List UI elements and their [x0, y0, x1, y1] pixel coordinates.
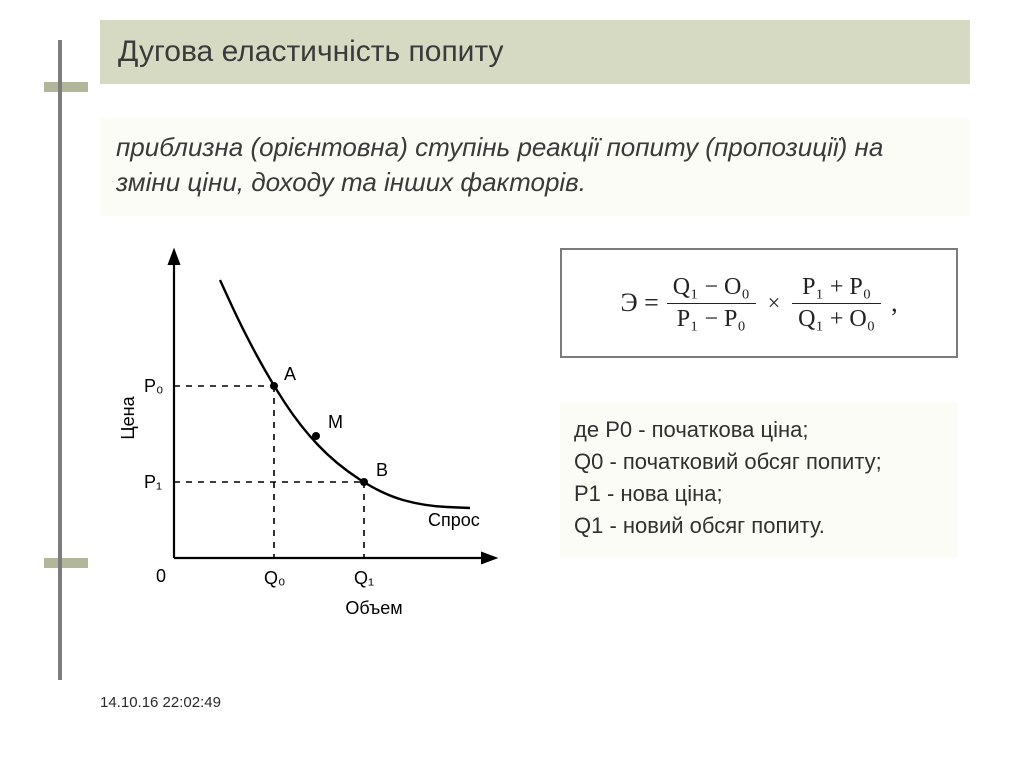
frac1-denominator: P₁ − P₀: [671, 306, 752, 332]
definition-line-1: Q0 - початковий обсяг попиту;: [574, 446, 944, 478]
chart-svg: Цена Объем 0 Спрос A M B P₀ P₁ Q₀ Q₁: [102, 238, 512, 638]
frac1-numerator: Q₁ − O₀: [667, 274, 756, 300]
title-band: Дугова еластичність попиту: [100, 20, 970, 84]
definition-prefix: де: [574, 417, 605, 442]
svg-text:P₀: P₀: [144, 376, 163, 396]
elasticity-formula: Э = Q₁ − O₀ P₁ − P₀ × P₁ + P₀ Q₁ + O₀ ,: [620, 274, 897, 332]
formula-fraction-1: Q₁ − O₀ P₁ − P₀: [667, 274, 756, 332]
svg-text:B: B: [376, 460, 388, 480]
definition-line-0: де P0 - початкова ціна;: [574, 414, 944, 446]
definition-line-3: Q1 - новий обсяг попиту.: [574, 510, 944, 542]
svg-text:Объем: Объем: [345, 598, 402, 618]
svg-text:Спрос: Спрос: [428, 510, 480, 530]
frac2-numerator: P₁ + P₀: [796, 274, 877, 300]
timestamp: 14.10.16 22:02:49: [100, 694, 221, 711]
demand-chart: Цена Объем 0 Спрос A M B P₀ P₁ Q₀ Q₁: [102, 238, 512, 638]
svg-text:M: M: [328, 412, 343, 432]
svg-text:0: 0: [156, 566, 166, 586]
accent-bar-top: [44, 82, 88, 92]
formula-trailing: ,: [891, 288, 898, 318]
definitions-panel: де P0 - початкова ціна; Q0 - початковий …: [560, 402, 958, 558]
svg-text:A: A: [284, 364, 296, 384]
slide: Дугова еластичність попиту приблизна (ор…: [0, 0, 1024, 768]
svg-text:Q₀: Q₀: [264, 568, 285, 588]
svg-text:Q₁: Q₁: [354, 568, 374, 588]
formula-lhs: Э =: [620, 288, 658, 318]
slide-subtitle: приблизна (орієнтовна) ступінь реакції п…: [116, 132, 883, 197]
definition-line-2: P1 - нова ціна;: [574, 478, 944, 510]
vertical-rule: [58, 40, 62, 680]
slide-title: Дугова еластичність попиту: [118, 35, 504, 69]
formula-fraction-2: P₁ + P₀ Q₁ + O₀: [792, 274, 881, 332]
svg-text:P₁: P₁: [144, 472, 162, 492]
svg-text:Цена: Цена: [118, 395, 138, 439]
accent-bar-bottom: [44, 558, 88, 568]
subtitle-panel: приблизна (орієнтовна) ступінь реакції п…: [100, 118, 970, 216]
formula-box: Э = Q₁ − O₀ P₁ − P₀ × P₁ + P₀ Q₁ + O₀ ,: [560, 248, 958, 358]
frac2-denominator: Q₁ + O₀: [792, 306, 881, 332]
times-icon: ×: [764, 290, 784, 316]
